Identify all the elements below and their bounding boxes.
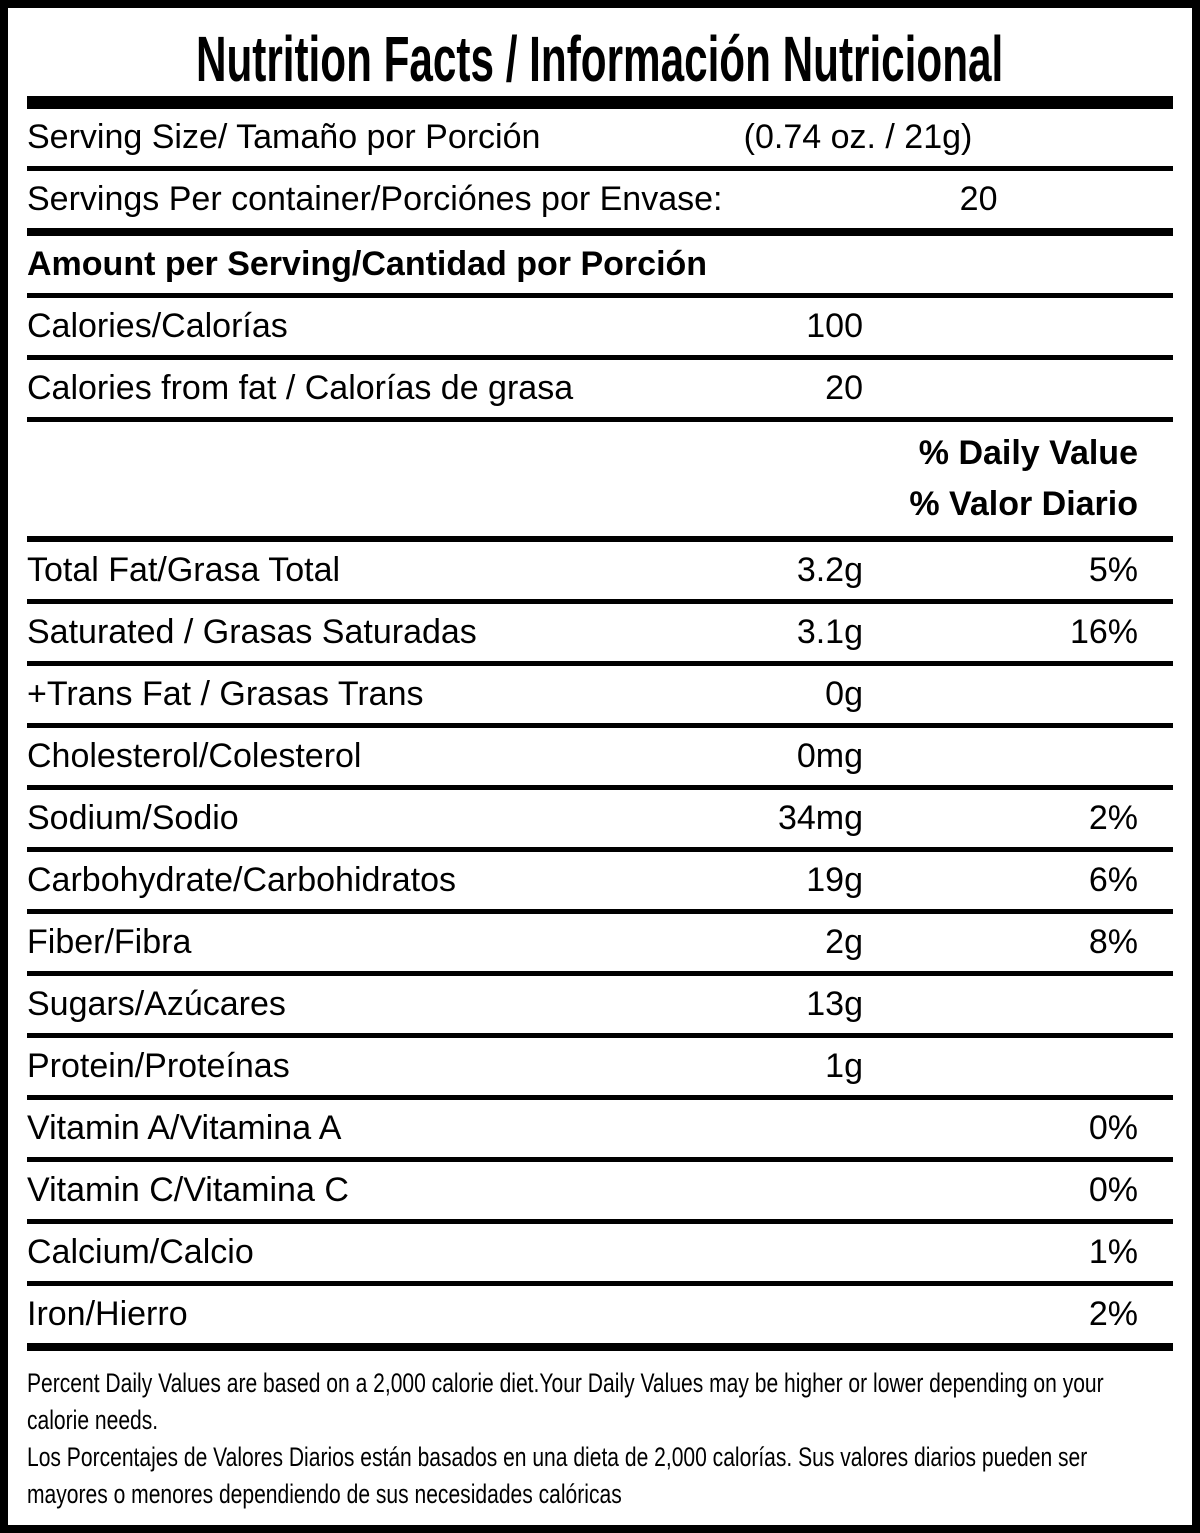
nutrient-label: Saturated / Grasas Saturadas — [27, 612, 477, 651]
nutrient-amount: 3.2g — [796, 550, 863, 589]
table-row: Protein/Proteínas 1g — [27, 1038, 1173, 1095]
nutrient-percent: 8% — [1088, 922, 1138, 961]
nutrient-amount: 100 — [806, 306, 863, 345]
table-row: Total Fat/Grasa Total 3.2g 5% — [27, 542, 1173, 599]
footnote: Percent Daily Values are based on a 2,00… — [27, 1351, 1173, 1513]
table-row: Calories/Calorías 100 — [27, 298, 1173, 355]
nutrient-percent: 2% — [1088, 1294, 1138, 1333]
divider — [27, 909, 1173, 914]
rows-lower: Total Fat/Grasa Total 3.2g 5% Saturated / G… — [27, 542, 1173, 1351]
nutrient-percent: 1% — [1088, 1232, 1138, 1271]
footnote-en: Percent Daily Values are based on a 2,00… — [27, 1368, 1104, 1435]
nutrient-label: Calories from fat / Calorías de grasa — [27, 368, 574, 407]
nutrient-percent: 5% — [1088, 550, 1138, 589]
title-bar — [27, 96, 1173, 109]
nutrient-amount: 19g — [806, 860, 863, 899]
divider — [27, 536, 1173, 542]
daily-value-header-en: % Daily Value — [918, 434, 1138, 472]
divider — [27, 1281, 1173, 1286]
table-row: Serving Size/ Tamaño por Porción (0.74 oz… — [27, 109, 1173, 166]
nutrient-label: Cholesterol/Colesterol — [27, 736, 362, 775]
divider — [27, 1157, 1173, 1162]
nutrient-amount: 1g — [825, 1046, 863, 1085]
nutrient-label: Vitamin A/Vitamina A — [27, 1108, 342, 1147]
header: Nutrition Facts / Información Nutriciona… — [27, 23, 1173, 95]
divider — [27, 293, 1173, 298]
nutrient-percent: 0% — [1088, 1170, 1138, 1209]
nutrient-amount: 13g — [806, 984, 863, 1023]
table-row: Calories from fat / Calorías de grasa 20 — [27, 360, 1173, 417]
divider — [27, 166, 1173, 171]
table-row: Servings Per container/Porciónes por Env… — [27, 171, 1173, 228]
table-row: Amount per Serving/Cantidad por Porción — [27, 236, 1173, 293]
nutrient-label: Amount per Serving/Cantidad por Porción — [27, 244, 708, 283]
nutrient-label: Total Fat/Grasa Total — [27, 550, 341, 589]
divider — [27, 355, 1173, 360]
nutrient-label: +Trans Fat / Grasas Trans — [27, 674, 424, 713]
nutrient-label: Vitamin C/Vitamina C — [27, 1170, 349, 1209]
footnote-es: Los Porcentajes de Valores Diarios están… — [27, 1442, 1088, 1509]
nutrient-label: Iron/Hierro — [27, 1294, 188, 1333]
daily-value-header-es: % Valor Diario — [909, 485, 1138, 523]
nutrient-amount: (0.74 oz. / 21g) — [743, 117, 973, 156]
nutrient-label: Sugars/Azúcares — [27, 984, 286, 1023]
nutrient-percent: 2% — [1088, 798, 1138, 837]
divider — [27, 417, 1173, 422]
nutrient-amount: 2g — [825, 922, 863, 961]
divider — [27, 228, 1173, 236]
nutrient-label: Calcium/Calcio — [27, 1232, 254, 1271]
nutrient-label: Protein/Proteínas — [27, 1046, 290, 1085]
table-row: Sugars/Azúcares 13g — [27, 976, 1173, 1033]
nutrient-percent: 16% — [1069, 612, 1138, 651]
nutrient-label: Sodium/Sodio — [27, 798, 239, 837]
table-row: +Trans Fat / Grasas Trans 0g — [27, 666, 1173, 723]
table-row: Iron/Hierro 2% — [27, 1286, 1173, 1343]
table-row: Fiber/Fibra 2g 8% — [27, 914, 1173, 971]
table-row: Sodium/Sodio 34mg 2% — [27, 790, 1173, 847]
table-row: Cholesterol/Colesterol 0mg — [27, 728, 1173, 785]
divider — [27, 1219, 1173, 1224]
rows-upper: Serving Size/ Tamaño por Porción (0.74 oz… — [27, 109, 1173, 422]
divider — [27, 599, 1173, 604]
nutrient-amount: 20 — [959, 179, 998, 218]
nutrient-percent: 0% — [1088, 1108, 1138, 1147]
divider — [27, 661, 1173, 666]
divider — [27, 1095, 1173, 1100]
nutrient-label: Calories/Calorías — [27, 306, 288, 345]
nutrient-label: Servings Per container/Porciónes por Env… — [27, 179, 723, 218]
nutrient-label: Carbohydrate/Carbohidratos — [27, 860, 457, 899]
nutrient-amount: 3.1g — [796, 612, 863, 651]
divider — [27, 847, 1173, 852]
daily-value-header: % Daily Value % Valor Diario — [27, 422, 1173, 536]
divider — [27, 1033, 1173, 1038]
nutrient-percent: 6% — [1088, 860, 1138, 899]
nutrient-amount: 20 — [825, 368, 863, 407]
nutrient-label: Fiber/Fibra — [27, 922, 192, 961]
divider — [27, 1343, 1173, 1351]
table-row: Carbohydrate/Carbohidratos 19g 6% — [27, 852, 1173, 909]
table-row: Calcium/Calcio 1% — [27, 1224, 1173, 1281]
nutrient-amount: 0g — [825, 674, 863, 713]
table-row: Saturated / Grasas Saturadas 3.1g 16% — [27, 604, 1173, 661]
nutrient-amount: 34mg — [777, 798, 863, 837]
nutrient-label: Serving Size/ Tamaño por Porción — [27, 117, 541, 156]
table-row: Vitamin C/Vitamina C 0% — [27, 1162, 1173, 1219]
divider — [27, 723, 1173, 728]
table-row: Vitamin A/Vitamina A 0% — [27, 1100, 1173, 1157]
divider — [27, 785, 1173, 790]
divider — [27, 971, 1173, 976]
nutrient-amount: 0mg — [796, 736, 863, 775]
page-title: Nutrition Facts / Información Nutriciona… — [196, 23, 1004, 95]
